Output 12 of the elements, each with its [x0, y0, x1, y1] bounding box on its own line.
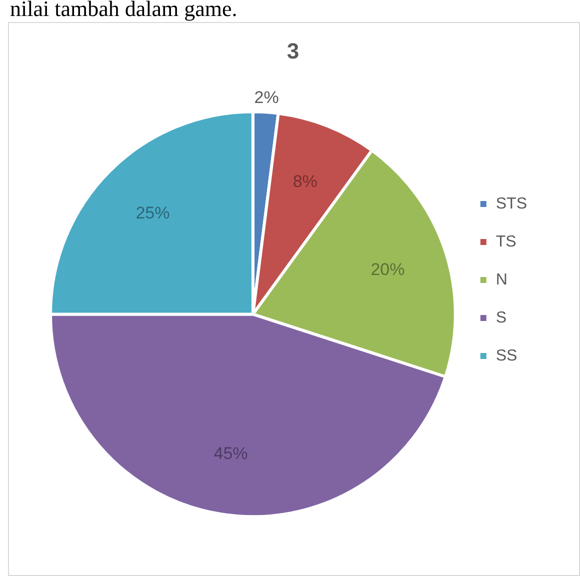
data-label: 45%: [214, 444, 248, 463]
data-label: 2%: [254, 88, 279, 107]
data-label: 25%: [136, 204, 170, 223]
legend-label: N: [496, 271, 508, 288]
text: nilai tambah dalam game.: [10, 0, 238, 22]
legend-label: SS: [496, 347, 518, 364]
chart-title: 3: [286, 38, 300, 64]
data-label: 8%: [292, 172, 318, 192]
legend-label: STS: [496, 195, 528, 212]
legend-label: S: [496, 309, 507, 326]
legend-label: TS: [496, 233, 516, 250]
data-label: 20%: [370, 260, 405, 280]
